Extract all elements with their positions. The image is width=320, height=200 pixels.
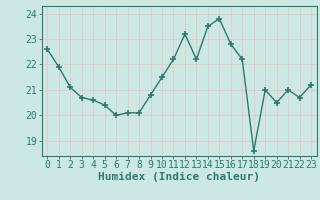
X-axis label: Humidex (Indice chaleur): Humidex (Indice chaleur) bbox=[98, 172, 260, 182]
